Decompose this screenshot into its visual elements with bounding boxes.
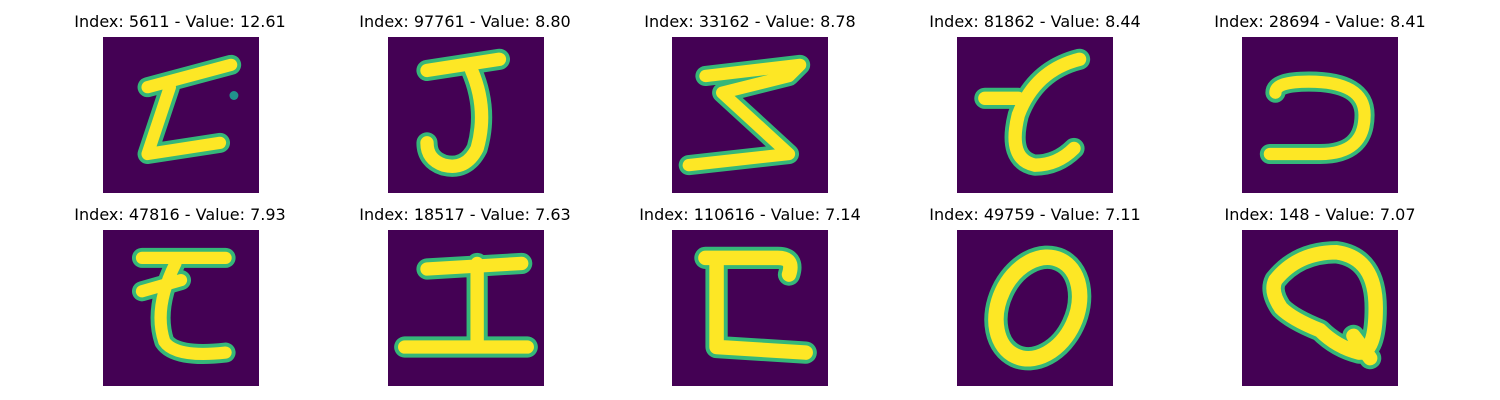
digit-image	[957, 37, 1113, 193]
glyph-o-image	[957, 230, 1113, 386]
panel-title: Index: 18517 - Value: 7.63	[359, 205, 571, 224]
digit-image	[388, 230, 544, 386]
digit-image	[957, 230, 1113, 386]
digit-image	[1242, 37, 1398, 193]
glyph-i-serif-image	[388, 230, 544, 386]
panel-title: Index: 148 - Value: 7.07	[1224, 205, 1416, 224]
digit-image	[103, 230, 259, 386]
panel-title: Index: 49759 - Value: 7.11	[929, 205, 1141, 224]
digit-image	[672, 37, 828, 193]
panel-title: Index: 5611 - Value: 12.61	[74, 12, 286, 31]
glyph-hook-c-image	[1242, 37, 1398, 193]
panel-title: Index: 97761 - Value: 8.80	[359, 12, 571, 31]
panel-title: Index: 28694 - Value: 8.41	[1214, 12, 1426, 31]
digit-image	[103, 37, 259, 193]
glyph-z-with-dot-image	[103, 37, 259, 193]
glyph-q-image	[1242, 230, 1398, 386]
digit-image	[388, 37, 544, 193]
panel-title: Index: 33162 - Value: 8.78	[644, 12, 856, 31]
glyph-t-curve-image	[957, 37, 1113, 193]
glyph-c-box-image	[672, 230, 828, 386]
glyph-z-image	[672, 37, 828, 193]
panel-title: Index: 110616 - Value: 7.14	[639, 205, 861, 224]
glyph-z-cursive-image	[103, 230, 259, 386]
digit-image	[672, 230, 828, 386]
digit-image	[1242, 230, 1398, 386]
panel-title: Index: 47816 - Value: 7.93	[74, 205, 286, 224]
glyph-j-image	[388, 37, 544, 193]
panel-title: Index: 81862 - Value: 8.44	[929, 12, 1141, 31]
